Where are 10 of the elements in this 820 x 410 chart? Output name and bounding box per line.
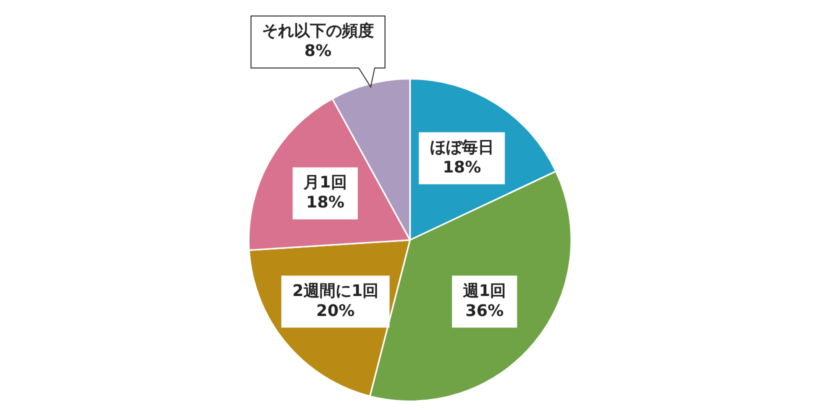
- slice-label: 週1回: [462, 280, 506, 300]
- data-label: 18%: [442, 157, 481, 176]
- slice-label: 2週間に1回: [292, 280, 379, 300]
- slice-label: 月1回: [302, 172, 347, 192]
- data-label: 8%: [304, 41, 332, 60]
- data-label: 36%: [465, 300, 504, 320]
- data-label: 18%: [306, 192, 344, 212]
- slice-label: それ以下の頻度: [262, 21, 374, 40]
- slice-label: ほぼ毎日: [430, 137, 494, 156]
- data-label: 20%: [316, 300, 355, 320]
